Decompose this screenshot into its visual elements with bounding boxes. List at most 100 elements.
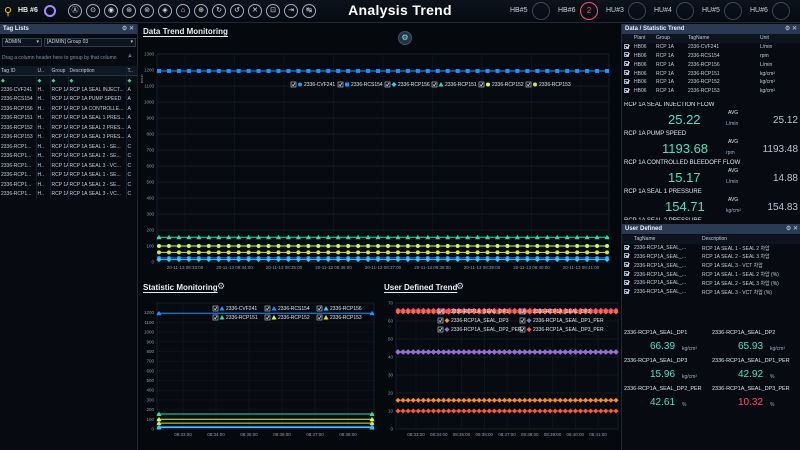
table-row[interactable]: 2336-RCP1... H.. RCP 1A RCP 1A SEAL 2 - SE.… xyxy=(0,180,138,190)
panel-controls-icon[interactable]: ⚙ ✕ xyxy=(784,26,797,32)
unit-status-indicator[interactable] xyxy=(628,2,646,20)
column-header[interactable]: Unit xyxy=(758,34,800,43)
table-row[interactable]: HB06 RCP 1A 2336-RCP151 kg/cm² xyxy=(622,69,800,78)
user-select[interactable]: ADMIN ▾ xyxy=(2,38,42,47)
row-checkbox[interactable] xyxy=(622,60,632,69)
legend-checkbox[interactable] xyxy=(519,308,526,315)
checkbox[interactable] xyxy=(624,87,629,93)
legend-checkbox[interactable] xyxy=(212,305,219,312)
legend-checkbox[interactable] xyxy=(384,81,391,88)
panel-controls-icon[interactable]: ⚙ ✕ xyxy=(121,26,134,32)
row-checkbox[interactable] xyxy=(622,261,632,270)
checkbox[interactable] xyxy=(624,288,629,294)
legend-checkbox[interactable] xyxy=(337,81,344,88)
table-row[interactable]: 2336-RCP1A_SEAL_... RCP 1A SEAL 1 - SEAL … xyxy=(622,270,800,279)
column-header[interactable] xyxy=(622,34,632,43)
toolbar-button-icon[interactable]: ⊕ xyxy=(194,4,208,18)
unit-status-indicator[interactable] xyxy=(772,2,790,20)
user-trend-settings-icon[interactable]: ⚙ xyxy=(456,281,465,291)
filter-icon[interactable]: ◆ xyxy=(68,75,127,85)
table-row[interactable]: 2336-RCP1... H.. RCP 1A RCP 1A SEAL 3 - VC.… xyxy=(0,161,138,171)
legend-checkbox[interactable] xyxy=(316,314,323,321)
column-header[interactable]: Group xyxy=(654,34,686,43)
legend-checkbox[interactable] xyxy=(431,81,438,88)
toolbar-button-icon[interactable]: ⇥ xyxy=(284,4,298,18)
table-row[interactable]: 2336-RCP1... H.. RCP 1A RCP 1A SEAL 2 - SE.… xyxy=(0,151,138,161)
row-checkbox[interactable] xyxy=(622,43,632,52)
legend-checkbox[interactable] xyxy=(264,314,271,321)
plant-selector-icon[interactable] xyxy=(44,5,56,17)
column-header[interactable]: Plant xyxy=(632,34,654,43)
filter-icon[interactable]: ◆ xyxy=(36,75,51,85)
table-row[interactable]: 2336-RCP156 H.. RCP 1A RCP 1A CONTROLLE... A xyxy=(0,104,138,114)
table-row[interactable]: 2336-RCP1... H.. RCP 1A RCP 1A SEAL 1 - SE.… xyxy=(0,170,138,180)
table-row[interactable]: HB06 RCP 1A 2336-RCP156 L/min xyxy=(622,60,800,69)
row-checkbox[interactable] xyxy=(622,279,632,288)
group-select[interactable]: [ADMIN] Group 03 ▾ xyxy=(44,38,136,47)
legend-checkbox[interactable] xyxy=(519,317,526,324)
row-checkbox[interactable] xyxy=(622,270,632,279)
column-header[interactable] xyxy=(622,235,632,244)
filter-icon[interactable]: ◆ xyxy=(126,75,138,85)
filter-icon[interactable]: ◆ xyxy=(0,75,37,85)
unit-status-indicator[interactable] xyxy=(724,2,742,20)
unit-status-indicator[interactable] xyxy=(676,2,694,20)
legend-checkbox[interactable] xyxy=(264,305,271,312)
legend-checkbox[interactable] xyxy=(212,314,219,321)
checkbox[interactable] xyxy=(624,253,629,259)
checkbox[interactable] xyxy=(624,52,629,58)
filter-icon[interactable]: ◆ xyxy=(50,75,69,85)
table-row[interactable]: HB06 RCP 1A 2336-RCP152 kg/cm² xyxy=(622,78,800,87)
unit-status-indicator[interactable] xyxy=(532,2,550,20)
row-checkbox[interactable] xyxy=(622,253,632,262)
table-row[interactable]: 2336-CVF241 H.. RCP 1A RCP 1A SEAL INJECT..… xyxy=(0,85,138,95)
column-header[interactable]: T.. xyxy=(126,66,138,76)
legend-checkbox[interactable] xyxy=(316,305,323,312)
panel-controls-icon[interactable]: ⚙ ✕ xyxy=(785,226,798,232)
row-checkbox[interactable] xyxy=(622,78,632,87)
table-row[interactable]: HB06 RCP 1A 2336-CVF241 L/min xyxy=(622,43,800,52)
column-header[interactable]: TagName xyxy=(632,235,700,244)
toolbar-button-icon[interactable]: ⊛ xyxy=(122,4,136,18)
row-checkbox[interactable] xyxy=(622,288,632,297)
column-header[interactable]: Description xyxy=(700,235,800,244)
row-checkbox[interactable] xyxy=(622,87,632,96)
table-row[interactable]: 2336-RCP1... H.. RCP 1A RCP 1A SEAL 1 - SE.… xyxy=(0,142,138,152)
column-header[interactable]: TagName xyxy=(686,34,758,43)
legend-checkbox[interactable] xyxy=(290,81,297,88)
column-header[interactable]: U.. xyxy=(36,66,51,76)
table-row[interactable]: 2336-RCP151 H.. RCP 1A RCP 1A SEAL 1 PRES..… xyxy=(0,113,138,123)
table-row[interactable]: 2336-RCS154 H.. RCP 1A RCP 1A PUMP SPEED A xyxy=(0,94,138,104)
legend-checkbox[interactable] xyxy=(437,308,444,315)
statistic-settings-icon[interactable]: ⚙ xyxy=(217,281,226,291)
row-checkbox[interactable] xyxy=(622,244,632,253)
trend-settings-icon[interactable]: ⚙ xyxy=(398,31,412,45)
checkbox[interactable] xyxy=(624,78,629,84)
table-row[interactable]: 2336-RCP1A_SEAL_... RCP 1A SEAL 3 - VCT 차… xyxy=(622,288,800,297)
column-header[interactable]: Group xyxy=(50,66,69,76)
toolbar-button-icon[interactable]: ↹ xyxy=(302,4,316,18)
toolbar-button-icon[interactable]: ◉ xyxy=(104,4,118,18)
table-row[interactable]: 2336-RCP1A_SEAL_... RCP 1A SEAL 1 - SEAL … xyxy=(622,244,800,253)
legend-checkbox[interactable] xyxy=(519,326,526,333)
column-header[interactable]: Description xyxy=(68,66,127,76)
legend-checkbox[interactable] xyxy=(478,81,485,88)
checkbox[interactable] xyxy=(624,262,629,268)
checkbox[interactable] xyxy=(624,244,629,250)
checkbox[interactable] xyxy=(624,70,629,76)
search-icon[interactable]: ⌕ xyxy=(128,53,132,60)
legend-checkbox[interactable] xyxy=(437,317,444,324)
toolbar-button-icon[interactable]: ⊚ xyxy=(140,4,154,18)
checkbox[interactable] xyxy=(624,279,629,285)
toolbar-button-icon[interactable]: Ⓐ xyxy=(68,4,82,18)
row-checkbox[interactable] xyxy=(622,52,632,61)
checkbox[interactable] xyxy=(624,61,629,67)
toolbar-button-icon[interactable]: ⊡ xyxy=(266,4,280,18)
table-row[interactable]: HB06 RCP 1A 2336-RCS154 rpm xyxy=(622,52,800,61)
table-row[interactable]: 2336-RCP153 H.. RCP 1A RCP 1A SEAL 3 PRES..… xyxy=(0,132,138,142)
table-row[interactable]: 2336-RCP1A_SEAL_... RCP 1A SEAL 3 - VCT 차… xyxy=(622,261,800,270)
toolbar-button-icon[interactable]: ⊙ xyxy=(86,4,100,18)
table-row[interactable]: 2336-RCP152 H.. RCP 1A RCP 1A SEAL 2 PRES..… xyxy=(0,123,138,133)
toolbar-button-icon[interactable]: ⌂ xyxy=(176,4,190,18)
row-checkbox[interactable] xyxy=(622,69,632,78)
